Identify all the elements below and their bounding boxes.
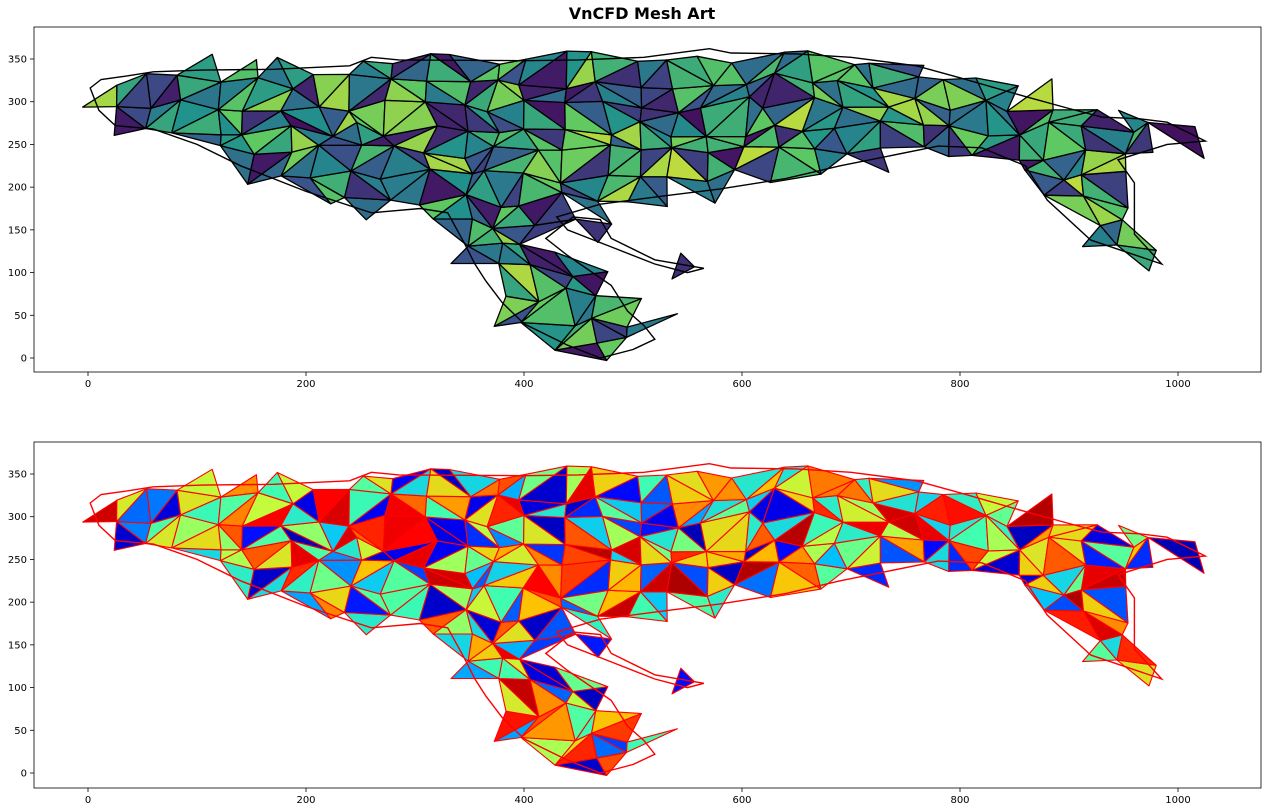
y-tick-label: 0 bbox=[21, 769, 27, 780]
mesh-outline bbox=[89, 462, 1208, 774]
y-tick-label: 200 bbox=[8, 598, 27, 609]
mesh-cell bbox=[731, 466, 785, 501]
x-tick-label: 200 bbox=[296, 795, 315, 806]
y-tick-label: 100 bbox=[8, 268, 27, 279]
mesh-cell bbox=[625, 728, 678, 753]
mesh-cell bbox=[276, 471, 314, 505]
y-tick-label: 250 bbox=[8, 555, 27, 566]
mesh-cell bbox=[731, 51, 786, 86]
bottom-axis-ticks: 0 200 400 600 800 1000 0 50 100 150 200 250 300 350 bbox=[8, 470, 1191, 807]
mesh-cell bbox=[448, 53, 501, 83]
y-tick-label: 200 bbox=[8, 183, 27, 194]
mesh-cell bbox=[312, 73, 351, 108]
mesh-cell bbox=[497, 473, 527, 496]
mesh-cell bbox=[497, 58, 527, 81]
mesh-cell bbox=[868, 477, 925, 493]
mesh-cell bbox=[914, 76, 944, 100]
x-tick-label: 1000 bbox=[1165, 795, 1190, 806]
mesh-cell bbox=[696, 55, 733, 87]
y-tick-label: 350 bbox=[8, 55, 27, 66]
mesh-cell bbox=[1006, 78, 1054, 113]
y-tick-label: 300 bbox=[8, 512, 27, 523]
mesh-cell bbox=[975, 77, 1019, 102]
x-tick-label: 600 bbox=[732, 795, 751, 806]
mesh-cell bbox=[312, 488, 350, 523]
y-tick-label: 0 bbox=[21, 354, 27, 365]
mesh-cell bbox=[671, 252, 696, 280]
mesh-cell bbox=[145, 73, 178, 109]
mesh-cell bbox=[671, 667, 696, 695]
mesh-outline bbox=[89, 47, 1208, 359]
x-tick-label: 600 bbox=[732, 379, 751, 390]
y-tick-label: 300 bbox=[8, 97, 27, 108]
bottom-mesh-panel: 0 200 400 600 800 1000 0 50 100 150 200 250 300 350 bbox=[8, 441, 1262, 807]
mesh-cell bbox=[1117, 109, 1149, 133]
x-tick-label: 400 bbox=[514, 795, 533, 806]
mesh-cell bbox=[625, 313, 679, 339]
mesh-cell bbox=[773, 50, 809, 74]
mesh-cell bbox=[448, 468, 501, 498]
top-axis-ticks: 0 200 400 600 800 1000 0 50 100 150 200 250 300 350 bbox=[8, 55, 1191, 391]
x-tick-label: 0 bbox=[85, 795, 91, 806]
mesh-cell bbox=[146, 488, 178, 524]
x-tick-label: 1000 bbox=[1165, 379, 1190, 390]
x-tick-label: 800 bbox=[950, 795, 969, 806]
mesh-cell bbox=[176, 468, 222, 498]
mesh-cell bbox=[220, 474, 259, 498]
x-tick-label: 200 bbox=[296, 379, 315, 390]
mesh-cell bbox=[868, 62, 925, 78]
y-tick-label: 150 bbox=[8, 640, 27, 651]
y-tick-label: 50 bbox=[14, 726, 27, 737]
y-tick-label: 150 bbox=[8, 225, 27, 236]
mesh-cell bbox=[1006, 493, 1054, 527]
y-tick-label: 50 bbox=[14, 311, 27, 322]
mesh-cell bbox=[807, 465, 856, 499]
mesh-cell bbox=[1118, 524, 1149, 548]
mesh-cell bbox=[637, 474, 668, 504]
x-tick-label: 400 bbox=[514, 379, 533, 390]
mesh-cell bbox=[914, 491, 944, 515]
y-tick-label: 350 bbox=[8, 470, 27, 481]
mesh-cell bbox=[975, 492, 1019, 516]
bottom-mesh-cells bbox=[82, 462, 1208, 777]
y-tick-label: 100 bbox=[8, 683, 27, 694]
mesh-cell bbox=[220, 59, 259, 83]
mesh-cell bbox=[116, 488, 148, 523]
mesh-cell bbox=[115, 73, 148, 108]
x-tick-label: 800 bbox=[950, 379, 969, 390]
mesh-cell bbox=[1116, 634, 1157, 666]
figure-title: VnCFD Mesh Art bbox=[569, 4, 716, 23]
mesh-cell bbox=[518, 50, 568, 86]
top-mesh-panel: 0 200 400 600 800 1000 0 50 100 150 200 250 300 350 bbox=[8, 26, 1262, 391]
y-tick-label: 250 bbox=[8, 140, 27, 151]
mesh-cell bbox=[807, 50, 856, 84]
mesh-cell bbox=[696, 470, 733, 502]
x-tick-label: 0 bbox=[85, 379, 91, 390]
mesh-cell bbox=[636, 59, 668, 89]
mesh-cell bbox=[176, 53, 222, 83]
mesh-cell bbox=[774, 465, 809, 489]
mesh-cell bbox=[276, 56, 314, 90]
mesh-cell bbox=[1116, 219, 1157, 251]
top-mesh-cells bbox=[82, 47, 1208, 362]
